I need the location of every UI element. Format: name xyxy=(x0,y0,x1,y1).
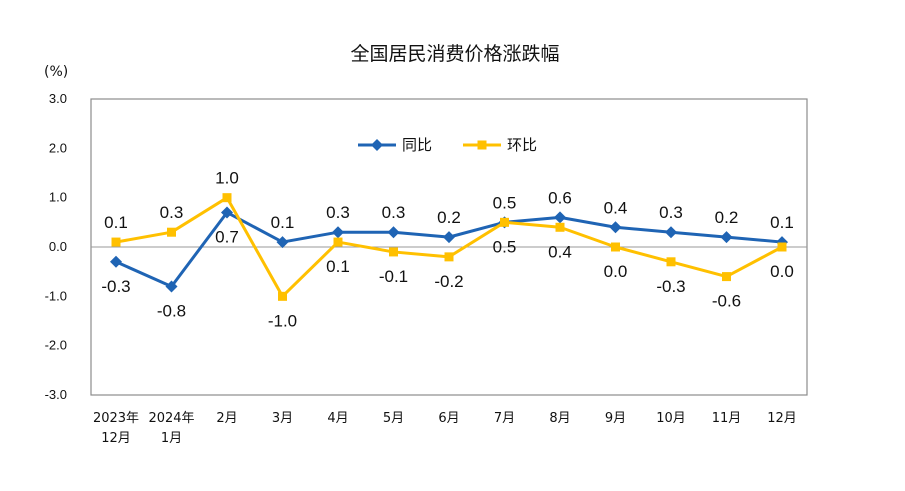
data-label: 0.2 xyxy=(715,208,739,227)
data-point xyxy=(221,206,233,219)
x-tick-label: 12月 xyxy=(767,411,797,426)
y-tick-label: 3.0 xyxy=(49,91,67,106)
data-point xyxy=(609,221,622,234)
data-label: -0.3 xyxy=(656,277,685,296)
legend-item: 环比 xyxy=(463,136,537,154)
data-label: 0.4 xyxy=(604,198,628,217)
x-tick-label: 4月 xyxy=(327,411,348,426)
x-tick-label: 2月 xyxy=(216,411,237,426)
data-point xyxy=(332,226,344,239)
y-tick-label: 0.0 xyxy=(49,239,67,254)
x-tick-label: 3月 xyxy=(272,411,293,426)
data-point xyxy=(666,257,676,267)
legend: 同比 环比 xyxy=(358,136,537,154)
data-point xyxy=(555,222,565,232)
x-tick-label: 10月 xyxy=(656,411,686,426)
x-tick-label: 6月 xyxy=(438,411,459,426)
data-point xyxy=(722,272,731,282)
data-label: -0.6 xyxy=(712,292,741,311)
data-label: -0.8 xyxy=(157,301,186,320)
y-axis-unit: (%) xyxy=(44,64,68,80)
data-point xyxy=(387,226,400,239)
data-label: 1.0 xyxy=(215,169,239,188)
x-tick-label: 7月 xyxy=(494,411,515,426)
data-point xyxy=(720,231,733,244)
data-point xyxy=(165,280,178,293)
data-point xyxy=(554,211,566,224)
legend-label: 同比 xyxy=(402,136,432,154)
legend-marker xyxy=(371,139,383,151)
data-label: -0.2 xyxy=(434,272,463,291)
data-label: 0.4 xyxy=(548,242,572,261)
data-point xyxy=(167,227,176,237)
x-tick-label: 2024年 xyxy=(148,411,194,426)
series-mom: 0.1 0.3 1.0 -1.0 0.1 -0.1 -0.2 0.5 0.4 0.0 -0.3 -0.… xyxy=(104,169,794,331)
data-point xyxy=(110,255,122,268)
data-label: 0.1 xyxy=(770,213,794,232)
data-label: 0.3 xyxy=(382,203,406,222)
data-point xyxy=(777,242,787,252)
data-label: 0.3 xyxy=(160,203,184,222)
x-tick-label: 11月 xyxy=(712,411,742,426)
data-point xyxy=(500,217,509,227)
data-label: 0.6 xyxy=(548,188,572,207)
x-tick-label: 12月 xyxy=(101,431,131,446)
data-label: 0.1 xyxy=(104,213,128,232)
x-tick-label: 5月 xyxy=(383,411,404,426)
data-point xyxy=(665,226,677,239)
series-yoy: -0.3 -0.8 0.7 0.1 0.3 0.3 0.2 0.5 0.6 0.4 0.3 0.2 0.… xyxy=(101,188,793,320)
y-tick-label: -3.0 xyxy=(45,387,67,402)
data-point xyxy=(111,237,121,247)
data-label: 0.1 xyxy=(326,257,350,276)
legend-item: 同比 xyxy=(358,136,432,154)
x-tick-label: 2023年 xyxy=(93,411,139,426)
legend-label: 环比 xyxy=(507,136,537,154)
data-point xyxy=(276,236,289,249)
x-axis-ticks: 2023年 12月 2024年 1月 2月 3月 4月 5月 6月 7月 8月 9月 10月 11月 12月 xyxy=(93,411,797,446)
data-point xyxy=(278,291,287,301)
data-label: 0.7 xyxy=(215,227,239,246)
data-point xyxy=(333,237,343,247)
y-tick-label: -2.0 xyxy=(45,338,67,353)
data-label: -1.0 xyxy=(268,311,297,330)
data-label: 0.5 xyxy=(493,237,517,256)
y-axis-ticks: 3.0 2.0 1.0 0.0 -1.0 -2.0 -3.0 xyxy=(45,91,67,402)
data-label: -0.1 xyxy=(379,267,408,286)
chart-title: 全国居民消费价格涨跌幅 xyxy=(350,43,559,65)
data-label: 0.0 xyxy=(604,262,628,281)
legend-marker xyxy=(477,140,487,150)
series-layer: -0.3-0.80.70.10.3 0.3 0.20.5 0.60.4 0.3 0.2 0.… xyxy=(101,169,793,331)
data-point xyxy=(611,242,620,252)
data-point xyxy=(222,193,232,203)
data-label: 0.0 xyxy=(770,262,794,281)
x-tick-label: 9月 xyxy=(605,411,626,426)
data-label: 0.3 xyxy=(326,203,350,222)
data-label: -0.3 xyxy=(101,277,130,296)
data-label: 0.1 xyxy=(271,213,295,232)
data-point xyxy=(444,252,454,262)
data-label: 0.3 xyxy=(659,203,683,222)
data-label: 0.5 xyxy=(493,193,517,212)
y-tick-label: 1.0 xyxy=(49,190,67,205)
y-tick-label: -1.0 xyxy=(45,288,67,303)
data-point xyxy=(443,231,455,244)
y-tick-label: 2.0 xyxy=(49,140,67,155)
x-tick-label: 1月 xyxy=(161,431,182,446)
data-point xyxy=(389,247,398,257)
x-tick-label: 8月 xyxy=(549,411,570,426)
data-label: 0.2 xyxy=(437,208,461,227)
